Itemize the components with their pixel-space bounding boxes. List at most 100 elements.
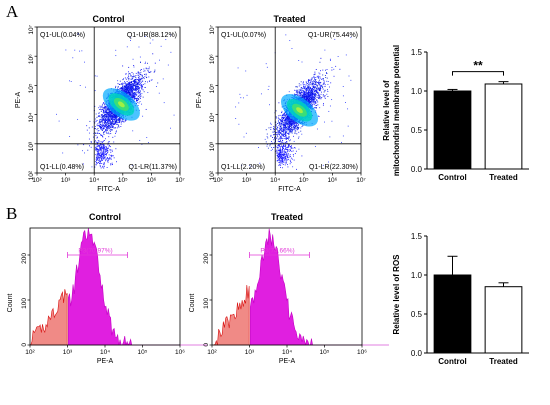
scatter-point <box>282 134 284 136</box>
scatter-point <box>301 126 303 128</box>
scatter-point <box>282 130 284 131</box>
scatter-point <box>104 131 106 133</box>
scatter-point <box>128 86 130 88</box>
scatter-point <box>108 128 110 129</box>
scatter-point <box>106 167 108 168</box>
scatter-point <box>322 87 323 89</box>
scatter-point <box>100 110 102 112</box>
scatter-point <box>107 119 108 121</box>
scatter-point <box>324 90 326 92</box>
scatter-point <box>105 108 106 110</box>
scatter-point <box>95 118 97 120</box>
scatter-point <box>318 116 320 117</box>
scatter-point <box>102 111 104 113</box>
scatter-point <box>98 155 100 157</box>
scatter-point <box>265 141 267 143</box>
scatter-point <box>331 69 333 71</box>
scatter-point <box>130 39 131 41</box>
scatter-point <box>140 71 142 73</box>
scatter-point <box>107 118 109 119</box>
scatter-point <box>109 117 111 119</box>
scatter-point <box>101 143 103 145</box>
scatter-point <box>109 126 111 128</box>
scatter-point <box>266 145 268 147</box>
scatter-point <box>116 119 118 121</box>
x-tick-label: 10⁴ <box>89 177 99 184</box>
scatter-point <box>122 118 124 120</box>
scatter-point <box>317 87 319 89</box>
scatter-point <box>107 158 109 160</box>
scatter-point <box>112 114 114 116</box>
scatter-point <box>123 121 125 123</box>
scatter-point <box>102 126 104 127</box>
scatter-point <box>101 153 103 155</box>
scatter-point <box>99 120 101 122</box>
scatter-point <box>144 87 146 88</box>
scatter-point <box>286 118 288 120</box>
scatter-point <box>141 87 143 89</box>
scatter-point <box>134 85 136 87</box>
scatter-point <box>103 166 105 168</box>
scatter-point <box>118 121 120 123</box>
scatter-point <box>126 46 128 48</box>
scatter-point <box>114 119 116 120</box>
scatter-point <box>108 154 110 156</box>
scatter-point <box>285 124 287 126</box>
scatter-point <box>282 115 283 117</box>
scatter-point <box>108 118 110 120</box>
scatter-point <box>317 104 319 106</box>
scatter-point <box>121 88 123 89</box>
scatter-point <box>124 91 126 93</box>
scatter-point <box>315 88 317 90</box>
scatter-point <box>273 126 275 127</box>
scatter-point <box>145 67 147 69</box>
scatter-point <box>102 152 104 154</box>
scatter-point <box>82 163 84 165</box>
scatter-point <box>133 84 135 86</box>
scatter-point <box>293 128 295 130</box>
scatter-point <box>101 145 103 147</box>
scatter-point <box>103 164 105 166</box>
scatter-point <box>103 147 105 148</box>
scatter-point <box>101 105 103 107</box>
scatter-point <box>304 86 306 88</box>
scatter-point <box>325 77 327 78</box>
scatter-point <box>282 127 284 129</box>
scatter-point <box>104 111 106 113</box>
scatter-point <box>279 134 280 136</box>
scatter-point <box>107 126 108 128</box>
scatter-point <box>128 83 130 85</box>
scatter-point <box>279 129 281 131</box>
scatter-point <box>95 163 97 165</box>
scatter-point <box>322 83 324 85</box>
scatter-point <box>138 80 140 82</box>
scatter-point <box>101 157 103 159</box>
scatter-point <box>305 99 307 101</box>
scatter-point <box>140 84 142 86</box>
scatter-point <box>95 161 97 163</box>
scatter-point <box>308 86 310 88</box>
scatter-point <box>313 93 315 95</box>
scatter-point <box>312 94 314 96</box>
scatter-point <box>107 109 109 110</box>
scatter-point <box>138 94 140 96</box>
scatter-point <box>97 150 99 152</box>
scatter-point <box>110 127 112 128</box>
scatter-point <box>309 84 311 86</box>
scatter-point <box>279 137 281 139</box>
scatter-point <box>116 122 118 124</box>
scatter-point <box>126 90 128 92</box>
scatter-point <box>314 73 316 75</box>
scatter-point <box>138 102 140 104</box>
scatter-point <box>307 80 309 82</box>
scatter-point <box>301 94 303 96</box>
scatter-point <box>304 93 306 95</box>
scatter-point <box>125 88 127 90</box>
scatter-point <box>136 86 138 88</box>
scatter-point <box>324 86 326 88</box>
scatter-point <box>292 120 293 122</box>
scatter-point <box>133 80 135 82</box>
scatter-point <box>312 81 314 83</box>
scatter-point <box>114 115 116 117</box>
scatter-point <box>95 133 97 134</box>
